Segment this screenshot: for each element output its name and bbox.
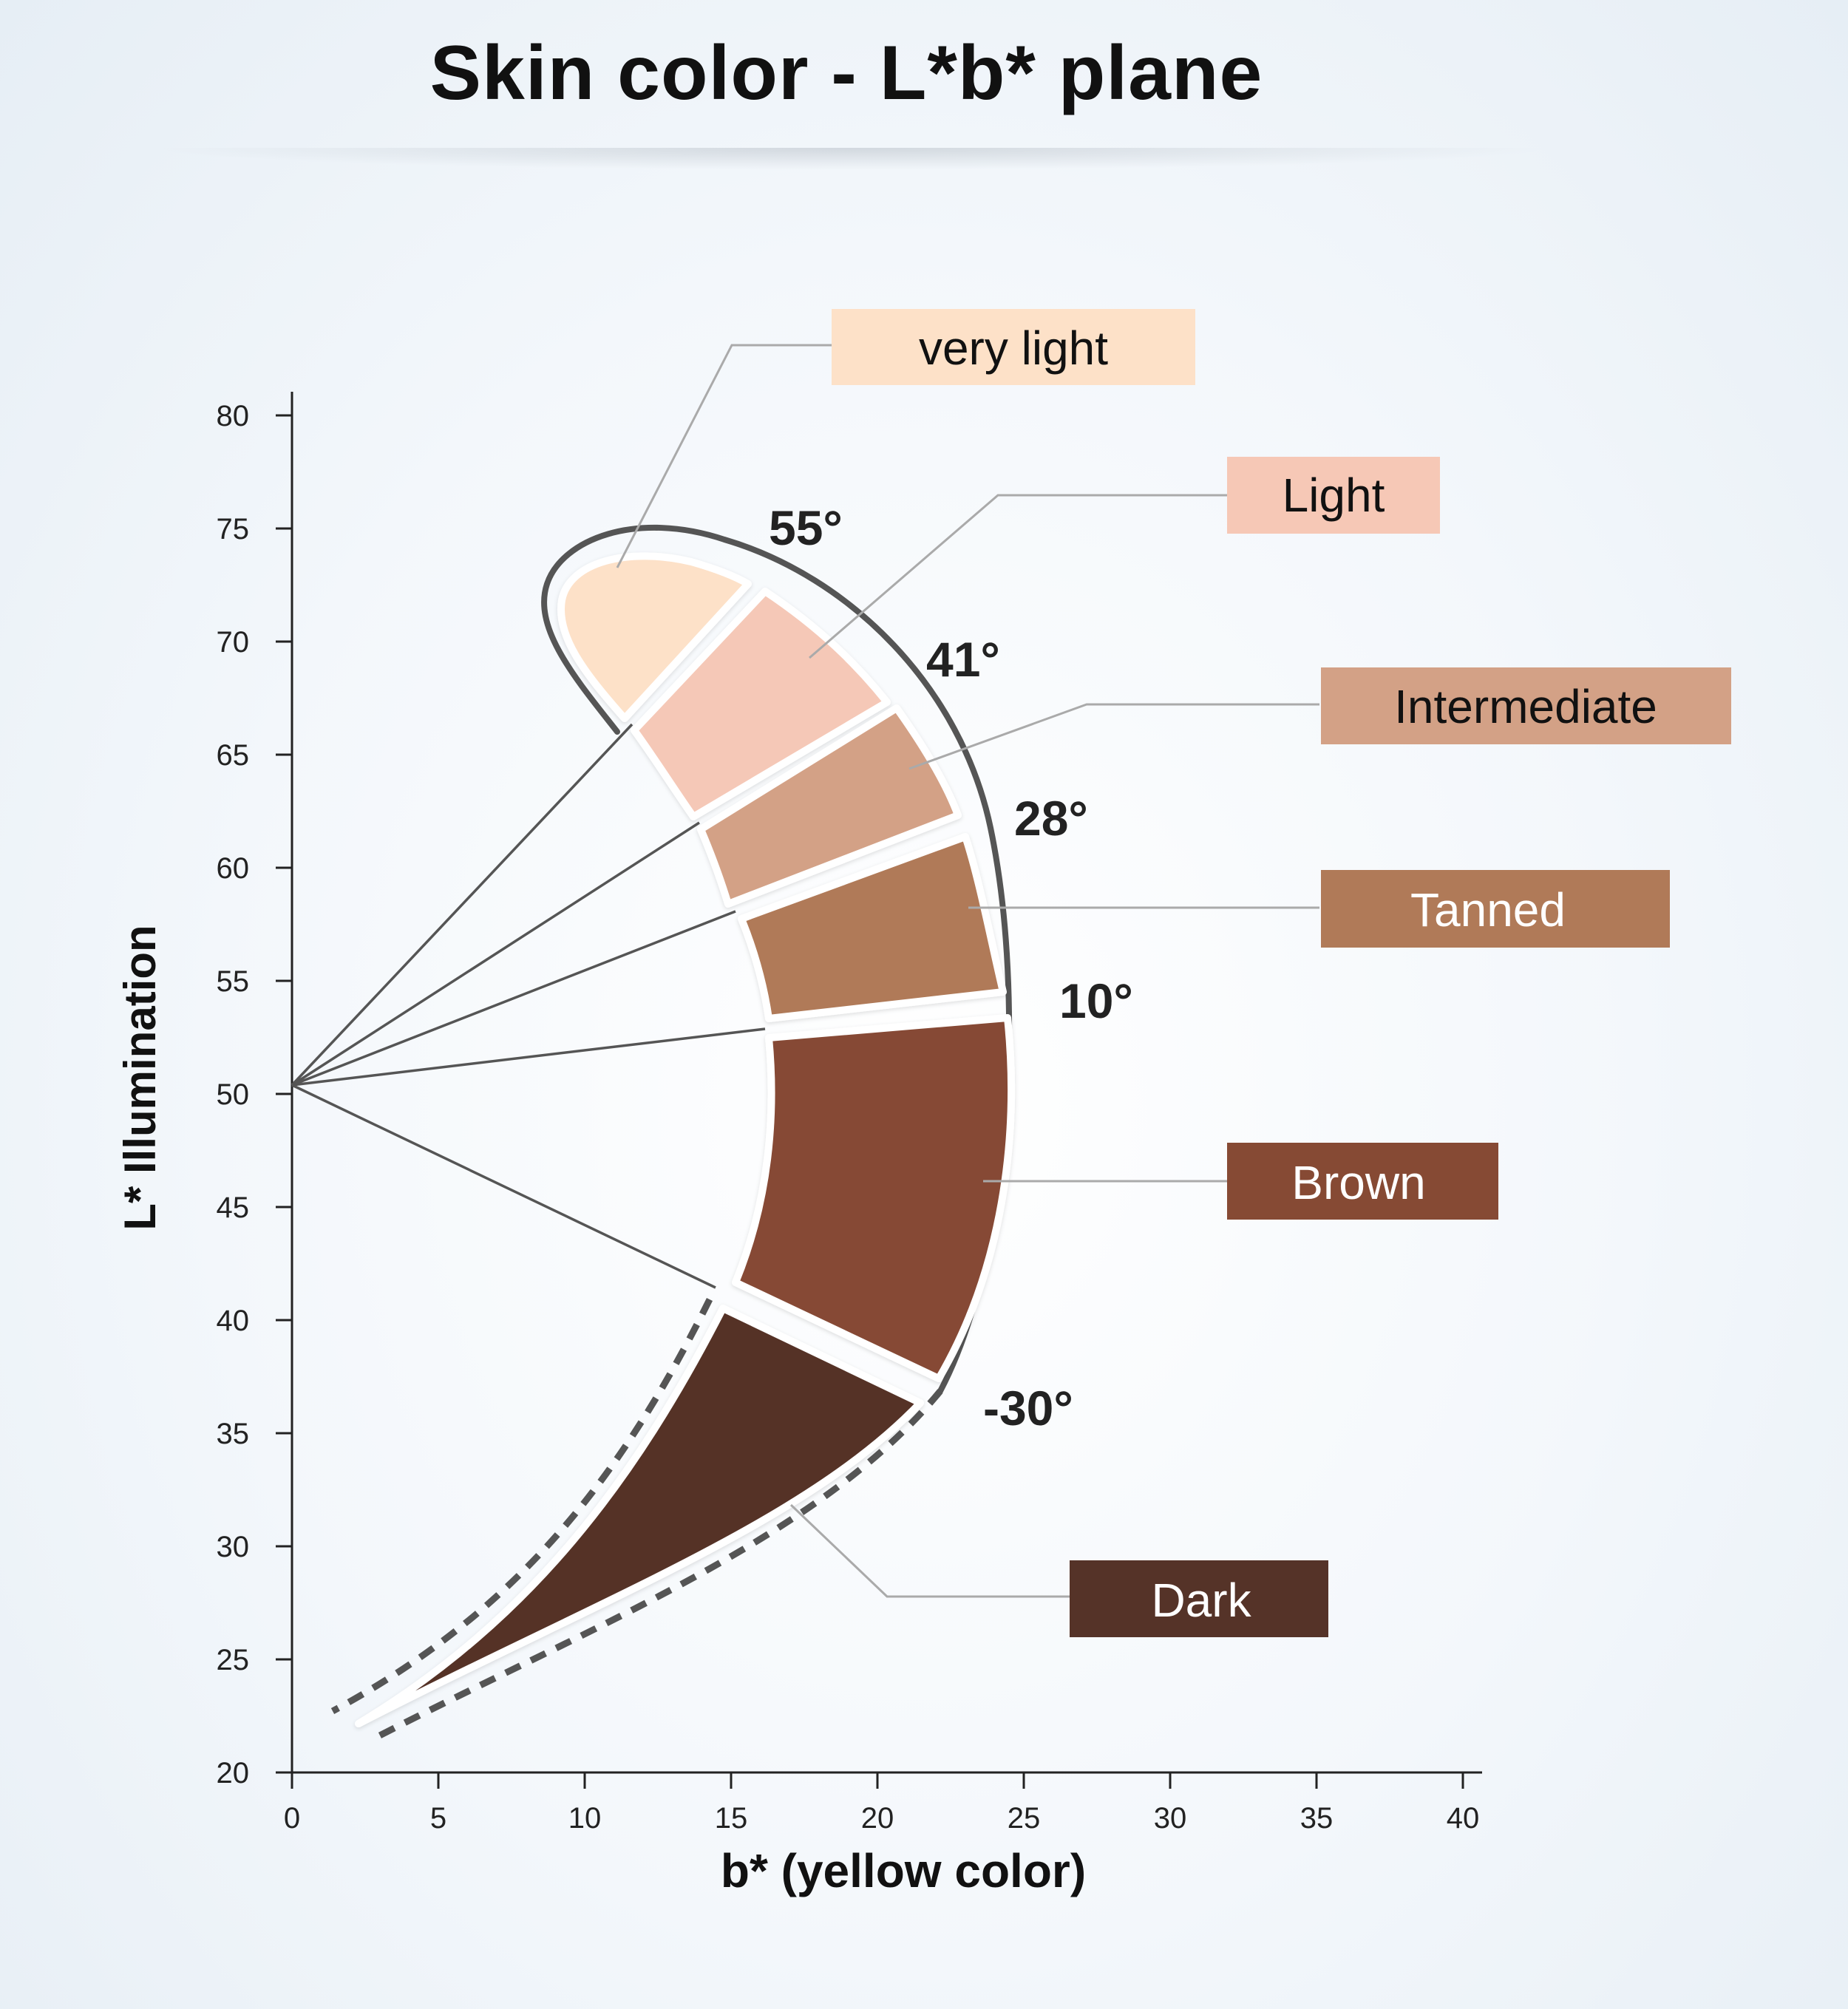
segment-brown — [732, 1014, 1015, 1382]
category-labels: very light Light Intermediate Tanned Bro… — [832, 309, 1731, 1637]
y-ticks: 20 25 30 35 40 45 50 55 60 65 70 75 80 — [217, 400, 292, 1789]
y-tick-label: 20 — [217, 1757, 250, 1789]
label-text: Tanned — [1410, 883, 1566, 936]
x-axis-label: b* (yellow color) — [721, 1844, 1086, 1897]
y-tick-label: 30 — [217, 1531, 250, 1563]
angle-labels: 55° 41° 28° 10° -30° — [769, 500, 1133, 1435]
angle-label-neg30: -30° — [983, 1381, 1073, 1435]
segment-intermediate — [697, 704, 962, 908]
label-intermediate: Intermediate — [1321, 667, 1731, 744]
leader-intermediate — [908, 703, 1319, 770]
label-text: Brown — [1291, 1156, 1425, 1209]
y-tick-label: 70 — [217, 626, 250, 659]
segment-tanned — [738, 833, 1007, 1022]
segment-very-light — [557, 552, 752, 722]
x-tick-label: 40 — [1447, 1802, 1480, 1835]
angle-label-55: 55° — [769, 500, 843, 555]
label-text: Light — [1283, 469, 1385, 522]
leader-dark — [789, 1503, 1070, 1598]
ray-10 — [291, 1027, 766, 1087]
label-brown: Brown — [1227, 1143, 1498, 1220]
y-tick-label: 80 — [217, 400, 250, 432]
label-box — [1227, 1143, 1498, 1220]
leader-very-light — [616, 344, 832, 568]
leader-lines — [616, 344, 1319, 1598]
ray-neg30 — [291, 1084, 716, 1289]
label-box — [1070, 1560, 1328, 1637]
y-axis-label: L* Illumination — [115, 925, 165, 1230]
x-tick-label: 15 — [715, 1802, 748, 1835]
y-tick-label: 35 — [217, 1418, 250, 1450]
label-box — [1321, 870, 1670, 948]
y-tick-label: 45 — [217, 1192, 250, 1224]
dark-outline-outer — [367, 1389, 943, 1744]
label-box — [1321, 667, 1731, 744]
x-tick-label: 35 — [1300, 1802, 1334, 1835]
axes: 20 25 30 35 40 45 50 55 60 65 70 75 80 0 5 10 15 20 25 30 3… — [115, 392, 1482, 1897]
y-tick-label: 75 — [217, 513, 250, 545]
ray-41 — [291, 821, 700, 1087]
y-tick-label: 25 — [217, 1644, 250, 1676]
label-tanned: Tanned — [1321, 870, 1670, 948]
label-dark: Dark — [1070, 1560, 1328, 1637]
angle-label-41: 41° — [926, 632, 1000, 687]
x-ticks: 0 5 10 15 20 25 30 35 40 — [284, 1772, 1479, 1835]
label-text: Intermediate — [1394, 680, 1657, 733]
y-tick-label: 65 — [217, 739, 250, 772]
angle-rays — [291, 723, 766, 1289]
y-tick-label: 40 — [217, 1305, 250, 1337]
ray-28 — [291, 910, 736, 1087]
x-tick-label: 20 — [861, 1802, 894, 1835]
label-text: Dark — [1151, 1574, 1251, 1627]
x-tick-label: 5 — [430, 1802, 446, 1835]
label-very-light: very light — [832, 309, 1195, 385]
y-tick-label: 55 — [217, 965, 250, 998]
figure-title: Skin color - L*b* plane — [429, 30, 1263, 116]
dark-outline-inner — [330, 1298, 713, 1714]
label-light: Light — [1227, 457, 1440, 534]
segment-light — [631, 588, 891, 820]
x-tick-label: 0 — [284, 1802, 300, 1835]
ray-55 — [291, 723, 633, 1087]
angle-label-10: 10° — [1059, 973, 1133, 1028]
x-tick-label: 25 — [1008, 1802, 1041, 1835]
skin-segments — [355, 552, 1015, 1727]
angle-label-28: 28° — [1014, 791, 1088, 846]
label-box — [832, 309, 1195, 385]
title-divider — [148, 148, 1552, 170]
label-text: very light — [919, 322, 1108, 375]
x-tick-label: 30 — [1154, 1802, 1187, 1835]
segment-dark — [355, 1305, 924, 1727]
leader-light — [809, 494, 1227, 659]
label-box — [1227, 457, 1440, 534]
x-tick-label: 10 — [568, 1802, 602, 1835]
y-tick-label: 50 — [217, 1078, 250, 1111]
y-tick-label: 60 — [217, 852, 250, 885]
